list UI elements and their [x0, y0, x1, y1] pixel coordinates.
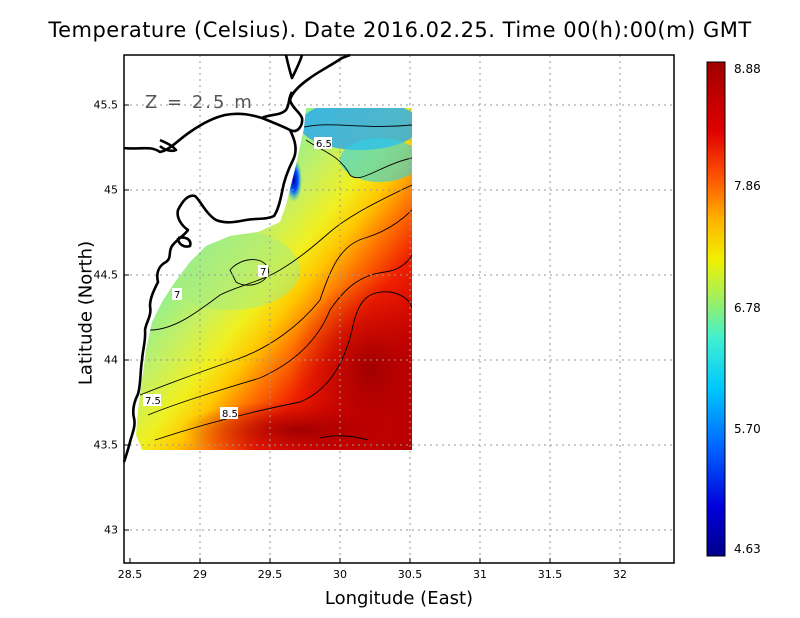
colorbar [706, 61, 726, 557]
contour-lines [139, 124, 412, 441]
colorbar-tick-label: 8.88 [734, 62, 761, 76]
y-tick-label: 44 [104, 353, 118, 367]
colorbar-tick-label: 7.86 [734, 179, 761, 193]
colorbar-tick-label: 4.63 [734, 542, 761, 556]
contour-label-7-5: 7.5 [145, 396, 161, 407]
x-tick-label: 31 [473, 568, 487, 581]
plot-border [123, 54, 675, 564]
coastline [122, 53, 351, 463]
colorbar-tick-label: 6.78 [734, 301, 761, 315]
colorbar-gradient [706, 61, 726, 557]
contour-label-group: 6.5 7 7 7.5 8.5 [143, 137, 332, 420]
y-tick-label: 45.5 [93, 98, 119, 112]
y-tick-label: 43.5 [93, 438, 119, 452]
x-tick-label: 30.5 [397, 568, 423, 581]
contour-label-7b: 7 [174, 290, 180, 301]
x-tick-label: 28.5 [117, 568, 143, 581]
y-tick-label: 45 [104, 183, 118, 197]
x-tick-label: 29.5 [257, 568, 283, 581]
y-axis-label: Latitude (North) [75, 240, 97, 386]
x-axis-label: Longitude (East) [324, 588, 474, 609]
x-tick-label: 29 [193, 568, 207, 581]
contour-label-6-5: 6.5 [316, 139, 332, 150]
y-tick-label: 43 [104, 523, 118, 537]
map-title: Temperature (Celsius). Date 2016.02.25. … [48, 18, 752, 42]
x-tick-label: 31.5 [537, 568, 563, 581]
y-tick-label: 44.5 [93, 268, 119, 282]
contour-label-8-5: 8.5 [222, 409, 238, 420]
colorbar-tick-label: 5.70 [734, 422, 761, 436]
x-tick-label: 32 [613, 568, 627, 581]
tick-marks [124, 104, 621, 563]
contour-label-7a: 7 [260, 267, 266, 278]
depth-label: Z = 2.5 m [145, 92, 254, 113]
x-tick-label: 30 [333, 568, 347, 581]
grid-lines [124, 55, 674, 563]
